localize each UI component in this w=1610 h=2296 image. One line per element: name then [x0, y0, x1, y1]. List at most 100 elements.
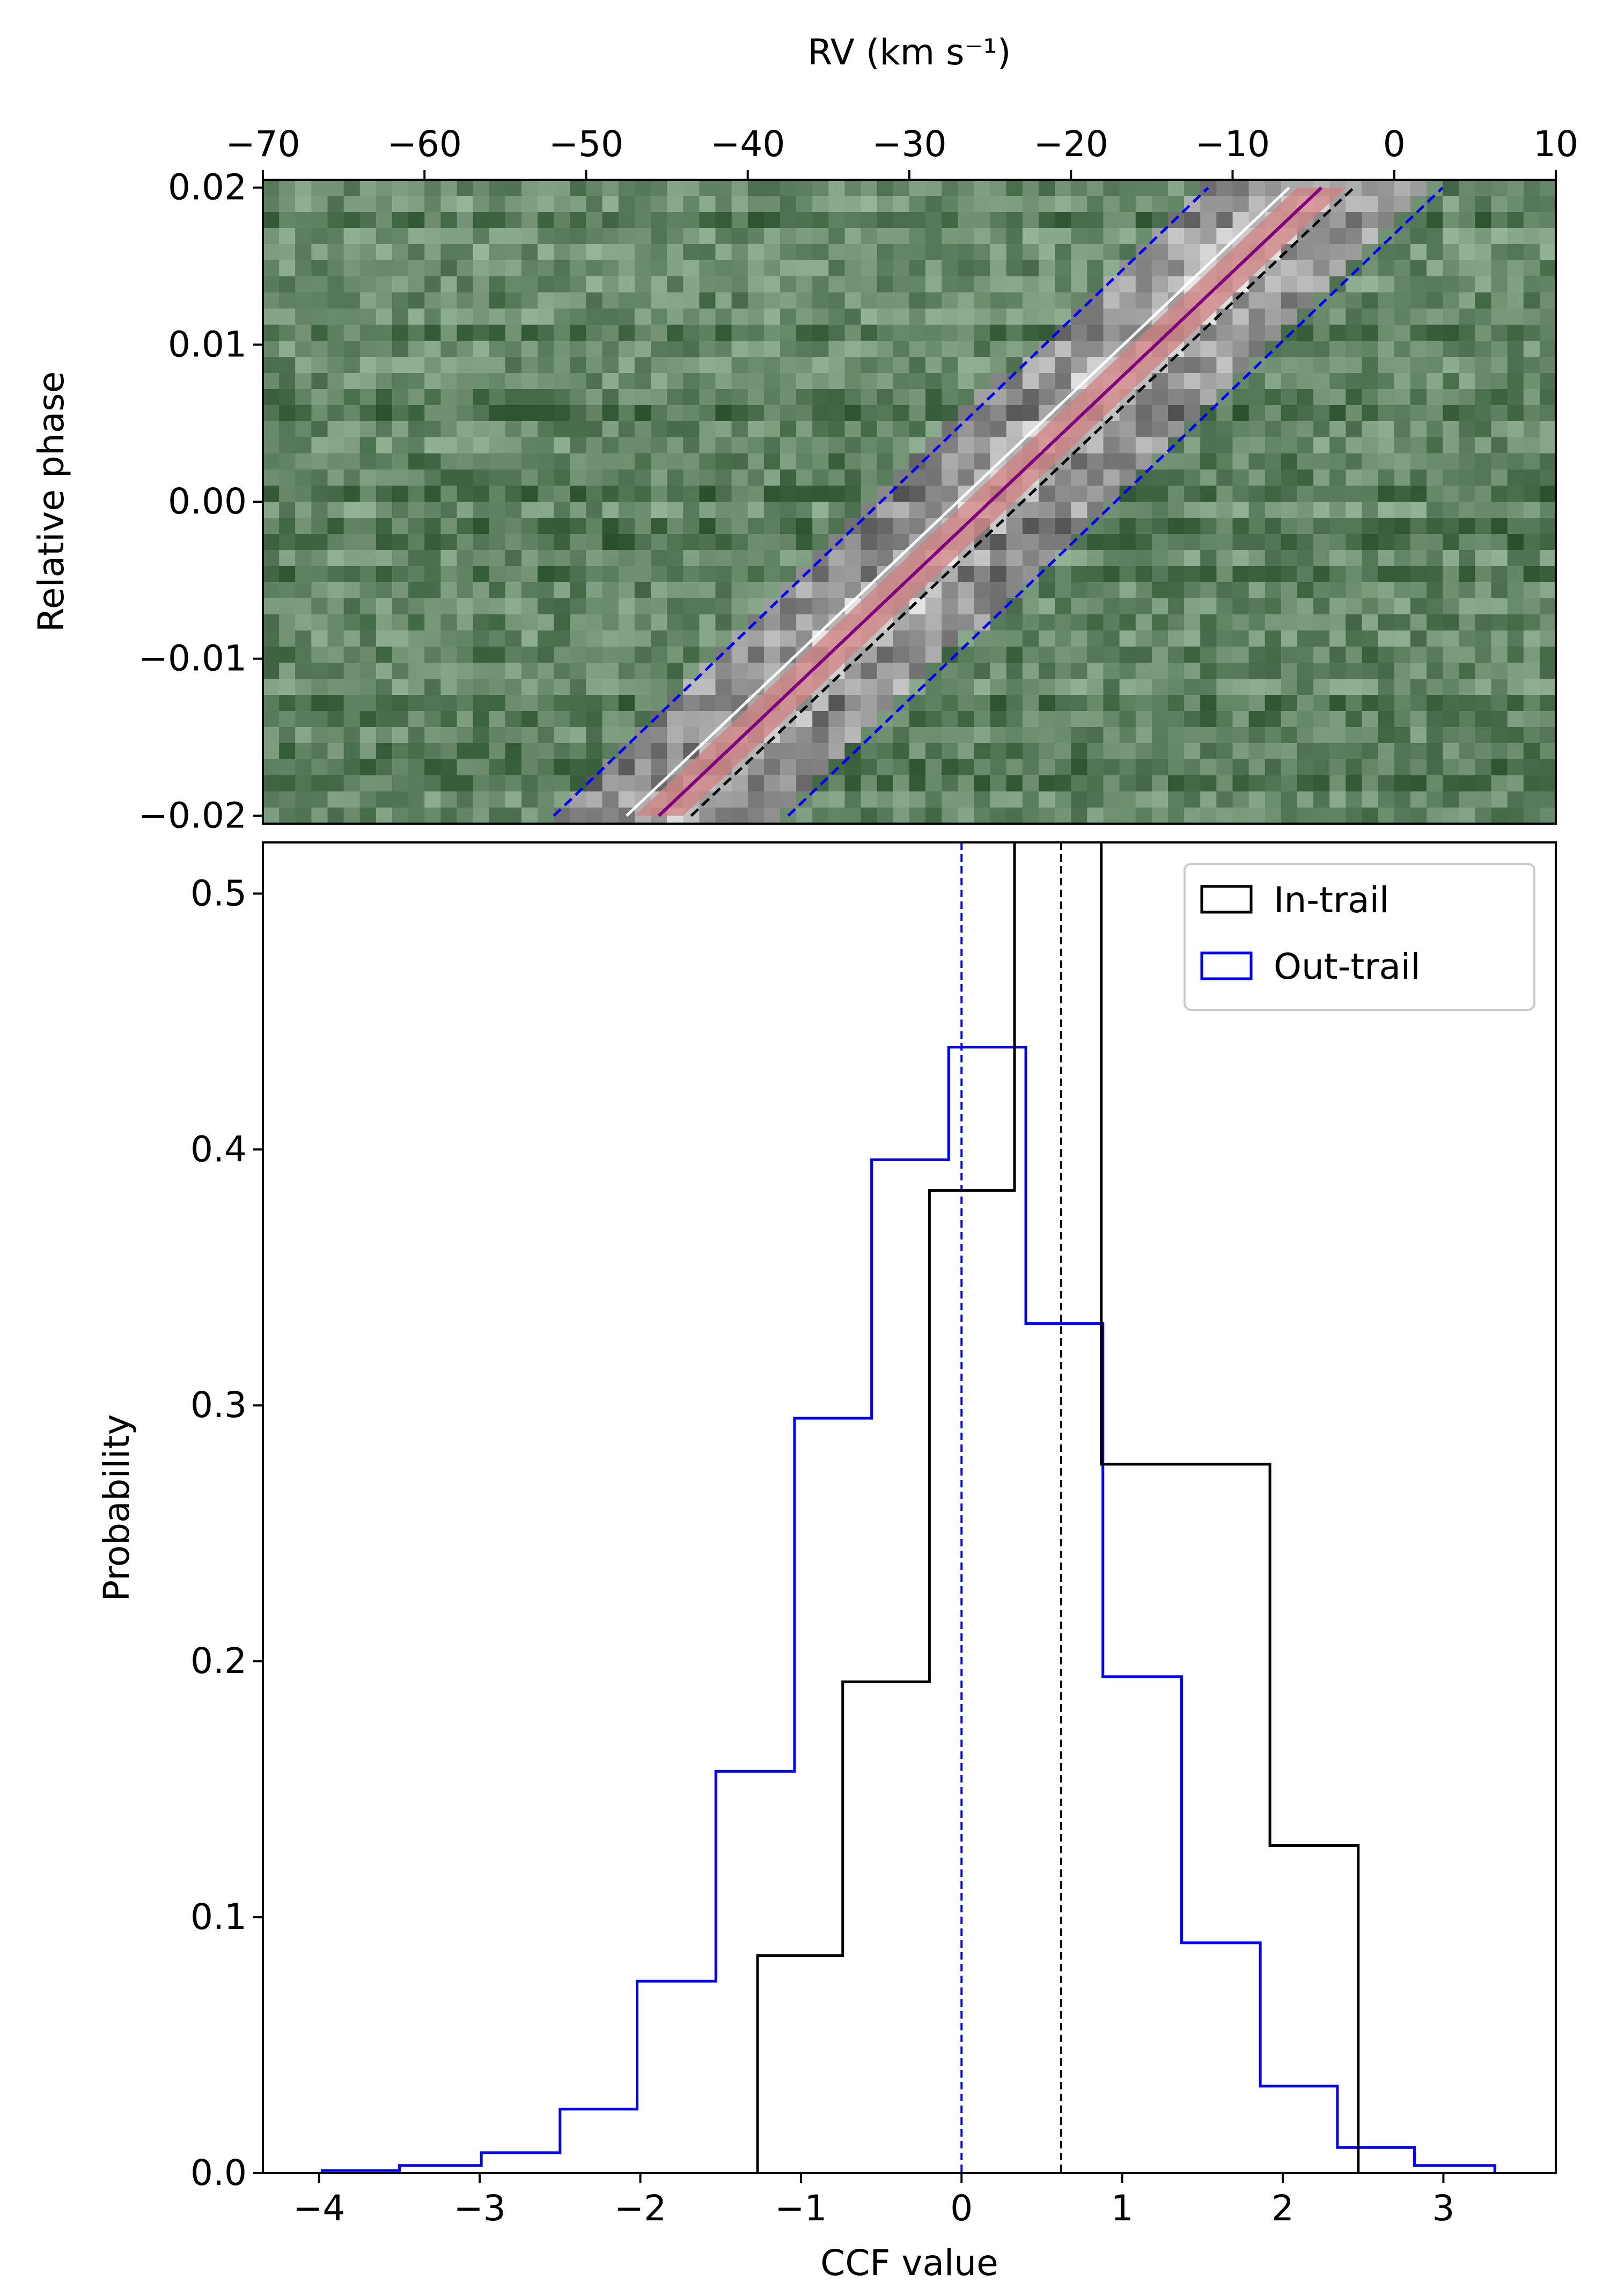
heatmap-cell: [1281, 437, 1298, 454]
heatmap-cell: [327, 711, 344, 728]
heatmap-cell: [521, 260, 538, 277]
heatmap-cell: [376, 679, 393, 695]
heatmap-cell: [1135, 228, 1152, 245]
heatmap-cell: [440, 614, 458, 631]
heatmap-cell: [1297, 743, 1314, 760]
heatmap-cell: [1232, 534, 1249, 551]
heatmap-cell: [1119, 470, 1136, 486]
heatmap-cell: [683, 437, 700, 454]
heatmap-cell: [1378, 630, 1395, 647]
heatmap-cell: [1006, 292, 1023, 309]
heatmap-cell: [1184, 534, 1201, 551]
heatmap-cell: [747, 759, 764, 776]
heatmap-cell: [1394, 453, 1411, 470]
heatmap-cell: [1507, 486, 1524, 502]
heatmap-cell: [424, 550, 441, 567]
heatmap-cell: [1265, 373, 1282, 390]
heatmap-cell: [1523, 614, 1540, 631]
heatmap-cell: [586, 421, 603, 438]
heatmap-cell: [1265, 276, 1282, 293]
heatmap-cell: [457, 679, 474, 695]
heatmap-cell: [586, 244, 603, 261]
bottom-plot-frame: [262, 841, 1557, 2174]
heatmap-cell: [1168, 196, 1185, 212]
heatmap-cell: [521, 550, 538, 567]
heatmap-cell: [1119, 695, 1136, 711]
heatmap-cell: [1475, 775, 1492, 792]
heatmap-cell: [731, 276, 748, 293]
heatmap-cell: [618, 373, 635, 390]
heatmap-cell: [424, 775, 441, 792]
heatmap-cell: [489, 518, 506, 534]
heatmap-cell: [1200, 389, 1217, 406]
heatmap-cell: [1346, 486, 1363, 502]
heatmap-cell: [311, 759, 328, 776]
heatmap-cell: [844, 196, 862, 212]
heatmap-cell: [1329, 341, 1346, 357]
heatmap-cell: [974, 695, 991, 711]
heatmap-cell: [489, 679, 506, 695]
heatmap-cell: [1539, 325, 1556, 341]
heatmap-cell: [780, 534, 797, 551]
heatmap-cell: [1523, 775, 1540, 792]
heatmap-cell: [1313, 663, 1330, 679]
heatmap-cell: [1539, 598, 1556, 615]
heatmap-cell: [1443, 341, 1459, 357]
heatmap-cell: [925, 373, 942, 390]
heatmap-cell: [489, 389, 506, 406]
heatmap-cell: [1410, 614, 1427, 631]
heatmap-cell: [683, 292, 700, 309]
heatmap-cell: [408, 389, 425, 406]
heatmap-cell: [1523, 260, 1540, 277]
heatmap-cell: [925, 421, 942, 438]
heatmap-cell: [263, 598, 280, 615]
heatmap-cell: [715, 598, 732, 615]
heatmap-cell: [958, 196, 975, 212]
heatmap-cell: [1313, 228, 1330, 245]
heatmap-cell: [586, 437, 603, 454]
heatmap-cell: [586, 518, 603, 534]
heatmap-cell: [1039, 598, 1055, 615]
heatmap-cell: [295, 534, 312, 551]
out-trail-histogram: [321, 1046, 1496, 2173]
heatmap-cell: [1507, 502, 1524, 518]
heatmap-cell: [263, 437, 280, 454]
heatmap-cell: [1410, 212, 1427, 229]
heatmap-cell: [1362, 647, 1379, 663]
heatmap-cell: [489, 695, 506, 711]
heatmap-cell: [554, 711, 570, 728]
heatmap-cell: [1216, 534, 1233, 551]
heatmap-cell: [683, 502, 700, 518]
heatmap-cell: [1151, 630, 1168, 647]
heatmap-cell: [554, 437, 570, 454]
heatmap-cell: [763, 325, 781, 341]
heatmap-cell: [408, 309, 425, 325]
heatmap-cell: [279, 663, 296, 679]
heatmap-cell: [1006, 228, 1023, 245]
top-x-axis-label: RV (km s⁻¹): [807, 32, 1011, 73]
heatmap-cell: [1006, 244, 1023, 261]
heatmap-cell: [602, 470, 619, 486]
heatmap-cell: [505, 437, 522, 454]
heatmap-cell: [812, 486, 829, 502]
heatmap-cell: [1265, 437, 1282, 454]
heatmap-cell: [990, 244, 1007, 261]
heatmap-cell: [877, 341, 894, 357]
heatmap-cell: [1427, 373, 1443, 390]
heatmap-cell: [359, 405, 377, 422]
heatmap-cell: [392, 679, 409, 695]
heatmap-cell: [1071, 582, 1087, 599]
heatmap-cell: [489, 550, 506, 567]
heatmap-cell: [1443, 276, 1459, 293]
heatmap-cell: [651, 276, 667, 293]
heatmap-cell: [1216, 808, 1233, 824]
heatmap-cell: [1103, 196, 1120, 212]
heatmap-cell: [893, 309, 910, 325]
heatmap-cell: [1184, 630, 1201, 647]
heatmap-cell: [942, 791, 958, 808]
top-y-tick-label: 0.00: [168, 481, 247, 522]
heatmap-cell: [958, 695, 975, 711]
heatmap-cell: [554, 470, 570, 486]
heatmap-cell: [1200, 711, 1217, 728]
heatmap-cell: [780, 502, 797, 518]
